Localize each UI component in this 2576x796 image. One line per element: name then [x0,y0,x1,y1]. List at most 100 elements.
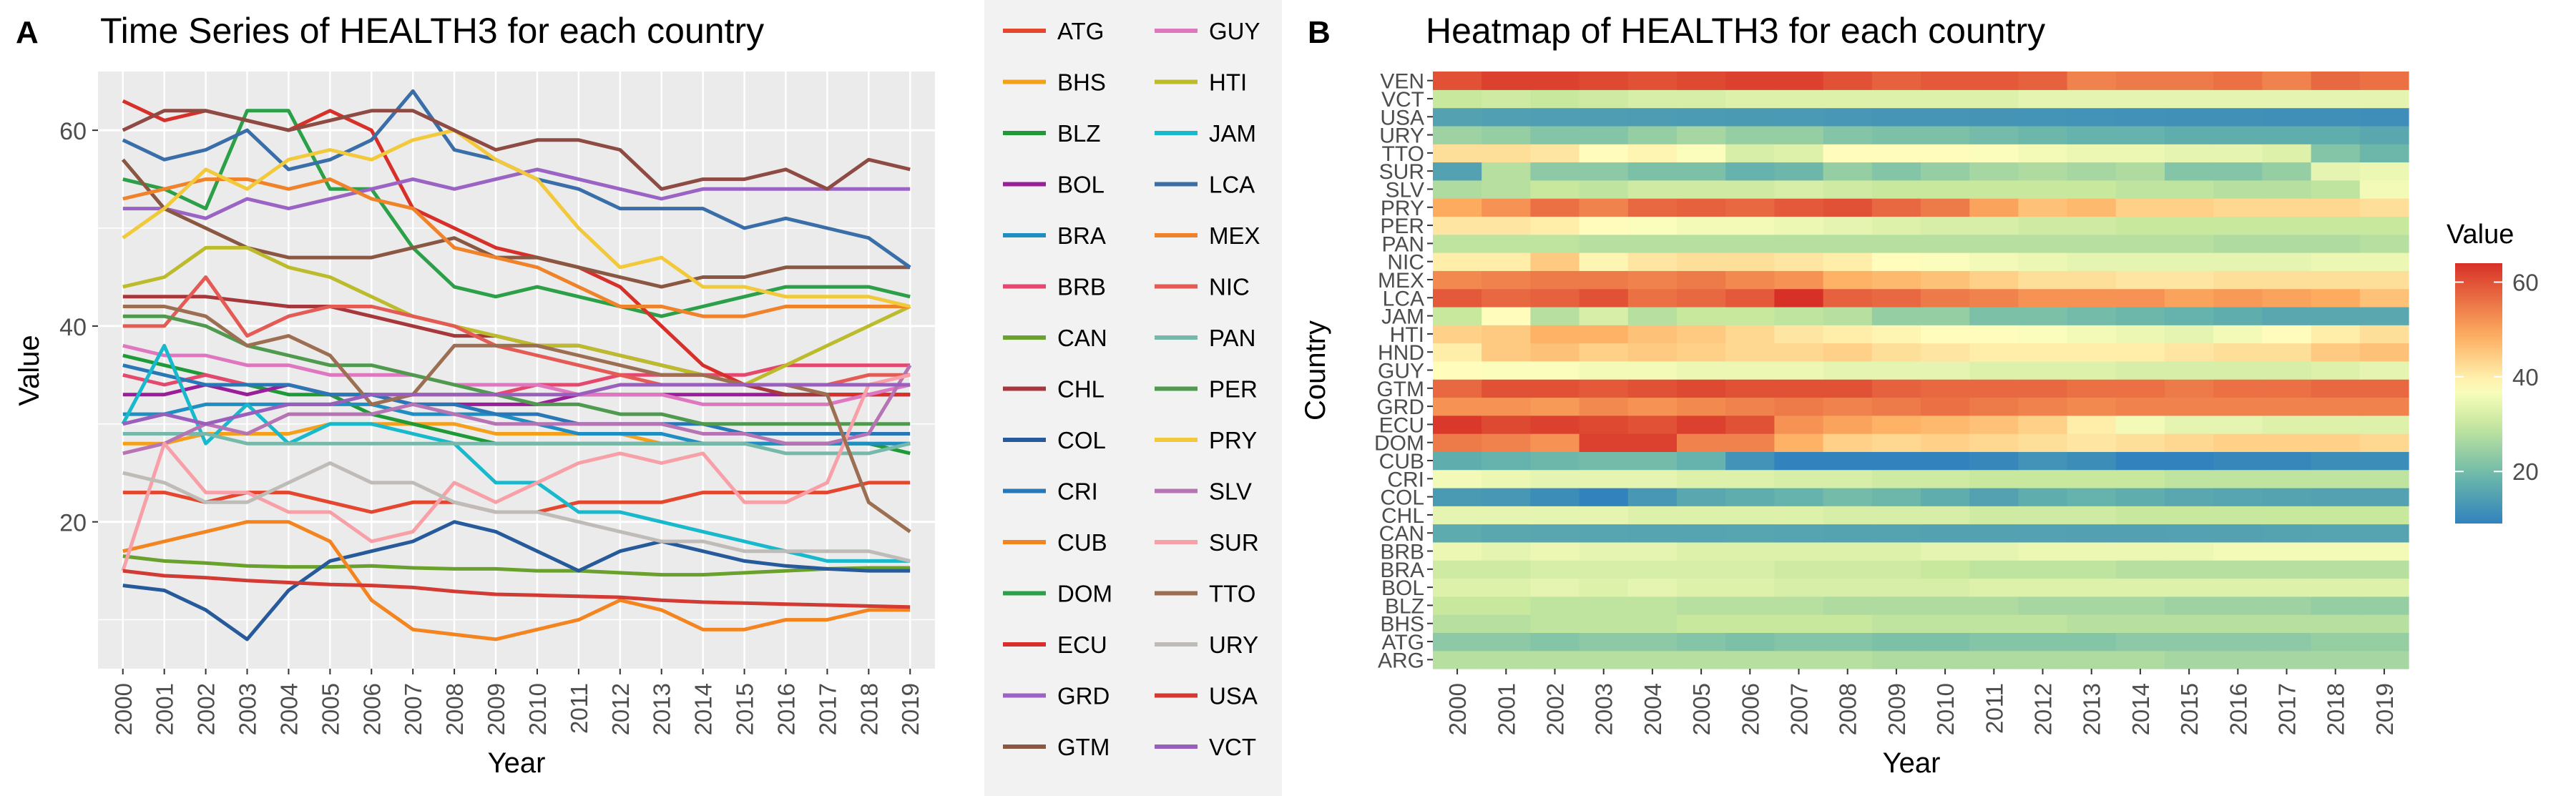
heatmap-cell [1677,451,1726,471]
heatmap-cell [1677,198,1726,217]
heatmap-cell [2262,632,2312,652]
heatmap-cell [2165,270,2214,290]
heatmap-cell [1823,469,1873,488]
heatmap-cell [1969,162,2019,181]
heatmap-cell [2018,632,2068,652]
heatmap-x-tick-label: 2012 [2030,683,2057,735]
heatmap-cell [1627,216,1678,235]
heatmap-cell [2262,433,2312,452]
heatmap-cell [1433,541,1482,561]
heatmap-cell [2165,252,2214,271]
heatmap-cell [1579,252,1629,271]
heatmap-cell [1579,524,1629,543]
heatmap-cell [2067,451,2117,471]
series-line-pan [122,432,911,456]
heatmap-cell [1774,415,1824,434]
heatmap-cell [2359,72,2409,90]
heatmap-cell [1677,216,1726,235]
heatmap-cell [1677,614,1726,633]
heatmap-cell [2213,270,2263,290]
heatmap-y-tick-label: JAM [1381,305,1424,329]
heatmap-cell [1871,162,1921,181]
heatmap-cell [1969,541,2019,561]
heatmap-cell [2165,560,2214,579]
heatmap-cell [2311,162,2361,181]
heatmap-cell [1579,541,1629,561]
heatmap-cell [2165,433,2214,452]
heatmap-cell [1677,89,1726,109]
heatmap-cell [2262,198,2312,217]
heatmap-cell [1871,578,1921,597]
heatmap-cell [1871,306,1921,325]
heatmap-cell [1579,487,1629,506]
heatmap-cell [1921,162,1970,181]
heatmap-y-tick-label: VCT [1381,88,1424,112]
heatmap-cell [1921,125,1970,144]
heatmap-cell [1579,596,1629,615]
heatmap-cell [1677,632,1726,652]
heatmap-cell [1433,506,1482,525]
heatmap-cell [2359,433,2409,452]
heatmap-cell [1823,216,1873,235]
heatmap-cell [2262,216,2312,235]
heatmap-cell [1530,451,1580,471]
heatmap-cell [1677,144,1726,163]
heatmap-cell [2067,325,2117,344]
heatmap-cell [1677,650,1726,669]
heatmap-cell [2262,415,2312,434]
heatmap-cell [2165,596,2214,615]
heatmap-cell [1579,180,1629,199]
heatmap-cell [1627,379,1678,398]
heatmap-cell [1725,89,1775,109]
heatmap-cell [1530,72,1580,90]
heatmap-cell [2165,234,2214,253]
heatmap-cell [2115,415,2165,434]
heatmap-y-tick-label: GUY [1378,360,1424,383]
heatmap-cell [2262,614,2312,633]
heatmap-cell [1530,360,1580,380]
heatmap-cell [1921,524,1970,543]
heatmap-cell [2165,451,2214,471]
heatmap-cell [2165,524,2214,543]
heatmap-cell [1774,270,1824,290]
heatmap-cell [1482,234,1531,253]
heatmap-cell [2165,198,2214,217]
heatmap-cell [2067,415,2117,434]
legend-label-bra: BRA [1057,222,1106,249]
series-line-hti [122,245,911,387]
heatmap-cell [1530,415,1580,434]
heatmap-cell [2359,541,2409,561]
heatmap-cell [1677,325,1726,344]
heatmap-cell [1579,397,1629,416]
heatmap-cell [1725,252,1775,271]
heatmap-cell [2213,596,2263,615]
heatmap-cell [2018,614,2068,633]
heatmap-cell [1579,506,1629,525]
heatmap-cell [1725,614,1775,633]
heatmap-cell [2213,560,2263,579]
legend-label-slv: SLV [1209,478,1252,505]
legend-label-guy: GUY [1209,18,1260,44]
heatmap-cell [1433,469,1482,488]
legend-label-blz: BLZ [1057,120,1101,147]
heatmap-cell [1482,107,1531,127]
heatmap-cell [2262,560,2312,579]
heatmap-cell [1774,506,1824,525]
heatmap-cell [1969,270,2019,290]
heatmap-x-tick-label: 2003 [1591,683,1617,735]
heatmap-cell [1823,125,1873,144]
heatmap-cell [2262,524,2312,543]
heatmap-cell [2067,632,2117,652]
heatmap-cell [2262,650,2312,669]
heatmap-cell [2359,343,2409,362]
heatmap-cell [1725,415,1775,434]
heatmap-cell [1823,198,1873,217]
heatmap-cell [2165,541,2214,561]
heatmap-cell [1677,433,1726,452]
heatmap-cell [2262,180,2312,199]
heatmap-cell [2115,288,2165,308]
heatmap-cell [2165,180,2214,199]
heatmap-y-tick-label: BRB [1380,541,1424,564]
heatmap-cell [1774,541,1824,561]
heatmap-cells [1433,72,2409,669]
